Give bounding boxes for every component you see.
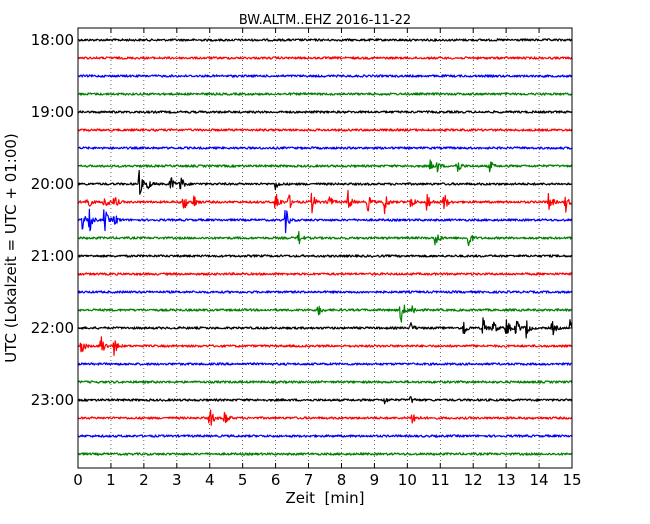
x-tick-label: 1: [106, 471, 116, 489]
x-tick-label: 12: [464, 471, 483, 489]
trace-1845: [77, 92, 573, 96]
trace-2300: [77, 396, 573, 405]
x-tick-label: 3: [172, 471, 182, 489]
grid-layer: [110, 28, 540, 468]
x-tick-label: 4: [205, 471, 215, 489]
x-tick-label: 11: [431, 471, 450, 489]
trace-1815: [77, 56, 573, 60]
trace-1915: [77, 128, 573, 132]
trace-2015: [77, 189, 572, 215]
trace-2100: [77, 254, 573, 258]
y-tick-label: 19:00: [31, 103, 74, 121]
x-tick-label: 7: [304, 471, 314, 489]
x-tick-label: 10: [398, 471, 417, 489]
y-tick-label: 21:00: [31, 247, 74, 265]
plot-frame: [77, 27, 573, 469]
trace-2215: [77, 336, 573, 356]
trace-2200: [77, 317, 573, 339]
x-tick-label: 5: [238, 471, 248, 489]
trace-2130: [77, 290, 573, 294]
x-tick-label: 8: [337, 471, 347, 489]
y-tick-label: 22:00: [31, 319, 74, 337]
trace-2330: [77, 434, 573, 438]
x-tick-label: 2: [139, 471, 149, 489]
trace-1945: [77, 159, 573, 173]
trace-1830: [77, 74, 573, 78]
x-tick-label: 9: [370, 471, 380, 489]
x-tick-label: 6: [271, 471, 281, 489]
trace-2145: [77, 304, 573, 323]
x-tick-label: 15: [562, 471, 581, 489]
trace-2230: [77, 362, 572, 366]
trace-2030: [77, 208, 573, 234]
trace-1900: [77, 110, 573, 114]
x-tick-label: 13: [497, 471, 516, 489]
x-tick-label: 14: [530, 471, 549, 489]
y-tick-label: 18:00: [31, 31, 74, 49]
x-axis-label: Zeit [min]: [285, 489, 364, 507]
x-tick-label: 0: [73, 471, 83, 489]
tick-layer: 0 1 2 3 4 5 6 7 8 9 10 11 12 13 14 1518:0019:0020:0021:…: [31, 28, 582, 489]
trace-2245: [77, 380, 573, 384]
y-axis-label: UTC (Lokalzeit = UTC + 01:00): [2, 133, 20, 363]
y-tick-label: 23:00: [31, 391, 74, 409]
trace-1800: [77, 38, 573, 42]
trace-1930: [77, 146, 572, 150]
trace-2345: [77, 452, 572, 456]
trace-2115: [77, 272, 573, 276]
trace-2000: [77, 169, 572, 195]
trace-layer: [77, 38, 573, 456]
chart-title: BW.ALTM..EHZ 2016-11-22: [239, 13, 411, 28]
trace-2045: [77, 231, 572, 247]
y-tick-label: 20:00: [31, 175, 74, 193]
trace-2315: [77, 409, 573, 426]
